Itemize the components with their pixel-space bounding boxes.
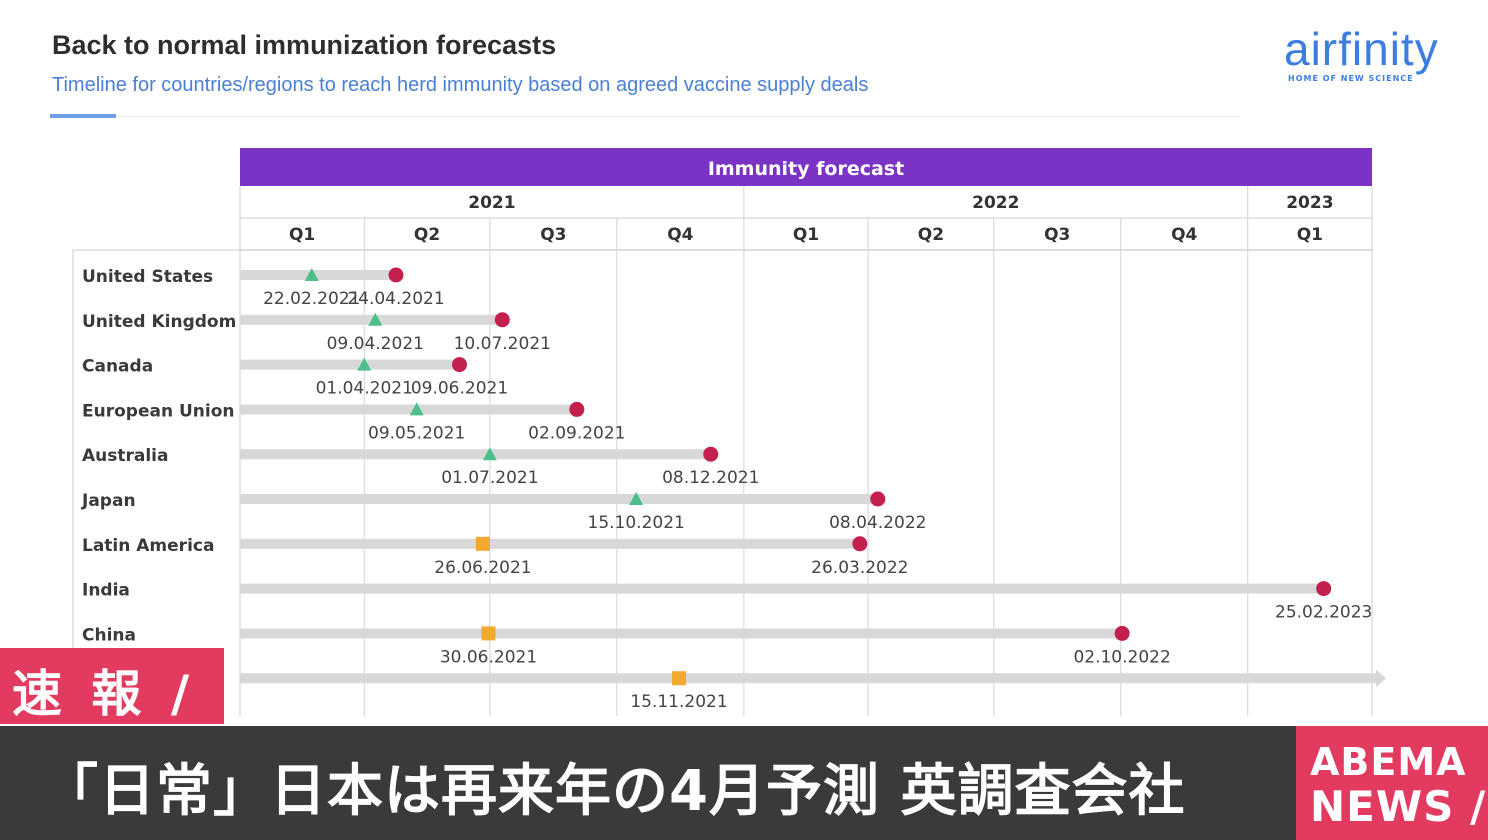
row-label: Canada [82,357,153,377]
abema-logo-line2: NEWS / [1310,782,1487,831]
quarter-label: Q3 [540,225,566,245]
date-label: 24.04.2021 [347,289,444,309]
quarter-label: Q4 [1171,225,1197,245]
chart-header-band [240,148,1372,186]
timeline-bar [240,494,878,504]
row-label: India [82,581,130,601]
date-label: 15.11.2021 [630,692,727,712]
start-marker-square [481,626,496,641]
start-marker-triangle [368,312,383,326]
abema-logo-line1: ABEMA [1310,740,1467,784]
timeline-arrowhead [1376,669,1386,688]
abema-news-logo: ABEMA NEWS / [1296,726,1488,840]
date-label: 01.04.2021 [316,379,413,399]
timeline-bar [240,628,1123,639]
date-label: 01.07.2021 [441,468,538,488]
date-label: 02.10.2022 [1073,647,1170,667]
row-label: China [82,625,136,645]
herd-immunity-marker-circle [1316,581,1332,597]
herd-immunity-marker-circle [852,536,868,552]
year-label: 2021 [468,193,515,213]
chart-header-title: Immunity forecast [708,158,904,180]
row-label: Latin America [82,536,214,556]
breaking-news-label: 速 報 / [12,665,196,723]
start-marker-triangle [357,357,372,371]
row-label: United States [82,267,213,287]
start-marker-square [475,536,490,551]
start-marker-triangle [629,492,644,505]
start-marker-triangle [409,402,424,416]
quarter-label: Q2 [918,225,944,245]
date-label: 25.02.2023 [1275,603,1372,623]
timeline-bar [240,583,1324,594]
news-headline-text: 「日常」日本は再来年の4月予測 英調査会社 [42,759,1186,824]
title-divider [50,116,1240,117]
airfinity-logo: airfinity HOME OF NEW SCIENCE [1284,22,1464,88]
timeline-bar [240,314,503,325]
title-accent-line [50,114,116,118]
quarter-label: Q2 [414,225,440,245]
start-marker-triangle [482,447,497,461]
herd-immunity-marker-circle [1114,625,1130,641]
herd-immunity-marker-circle [569,401,585,417]
date-label: 09.05.2021 [368,423,465,443]
herd-immunity-marker-circle [870,491,886,507]
row-label: European Union [82,401,235,421]
date-label: 08.04.2022 [829,513,926,533]
herd-immunity-marker-circle [494,312,510,328]
year-label: 2022 [972,193,1019,213]
chart-title-text: Back to normal immunization forecasts [52,30,557,60]
date-label: 08.12.2021 [662,468,759,488]
timeline-bar [240,270,396,280]
date-label: 09.04.2021 [327,334,424,354]
news-headline-bar: 「日常」日本は再来年の4月予測 英調査会社 [0,726,1488,840]
quarter-label: Q1 [1297,225,1323,245]
timeline-bar [240,359,460,370]
start-marker-triangle [304,268,319,281]
date-label: 26.03.2022 [811,558,908,578]
quarter-label: Q1 [289,225,315,245]
logo-tagline: HOME OF NEW SCIENCE [1288,74,1414,83]
timeline-bar [240,449,711,460]
date-label: 30.06.2021 [440,647,537,667]
row-label: United Kingdom [82,312,236,332]
breaking-news-badge: 速 報 / [0,648,224,724]
timeline-bar [240,673,1376,684]
date-label: 09.06.2021 [411,379,508,399]
start-marker-square [671,671,686,686]
timeline-bar [240,404,577,415]
timeline-bar [240,538,860,549]
year-label: 2023 [1286,193,1333,213]
logo-wordmark: airfinity [1284,23,1439,75]
quarter-label: Q1 [793,225,819,245]
quarter-label: Q3 [1044,225,1070,245]
herd-immunity-marker-circle [703,446,719,462]
date-label: 10.07.2021 [454,334,551,354]
date-label: 02.09.2021 [528,423,625,443]
herd-immunity-marker-circle [451,357,467,373]
chart-subtitle-text: Timeline for countries/regions to reach … [52,74,869,96]
row-label: Australia [82,446,169,466]
date-label: 22.02.2021 [263,289,360,309]
herd-immunity-marker-circle [388,267,404,283]
quarter-label: Q4 [667,225,693,245]
date-label: 26.06.2021 [434,558,531,578]
date-label: 15.10.2021 [588,513,685,533]
row-label: Japan [81,491,136,511]
